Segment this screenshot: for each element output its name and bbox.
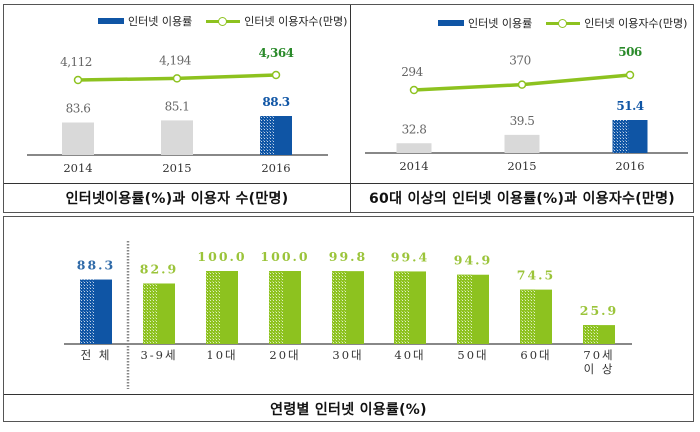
chart-60plus-internet-usage: 32.8 2014 39.5 2015 51.4 2016 294 370 506 [365, 45, 688, 173]
bar-pattern [269, 271, 284, 344]
x-tick-label: 40대 [394, 348, 425, 362]
bar-value-label: 83.6 [66, 101, 91, 115]
bar-value-label: 85.1 [165, 99, 190, 113]
line-point [172, 74, 182, 83]
x-tick-label: 50대 [457, 348, 488, 362]
x-tick-label: 10대 [206, 348, 237, 362]
legend-line-swatch-icon [546, 17, 581, 29]
bottom-caption-divider [4, 394, 693, 395]
bar-highlight-pattern [260, 116, 275, 155]
x-tick-label: 이 상 [584, 362, 615, 376]
bar-value-label: 51.4 [616, 99, 643, 113]
line-point [625, 70, 635, 80]
x-tick-label: 20대 [269, 348, 300, 362]
bar-highlight-pattern [80, 279, 95, 344]
line-value-label: 370 [509, 54, 530, 68]
bar-pattern [457, 274, 472, 344]
line-point [271, 70, 281, 80]
chart2-legend: 인터넷 이용률 인터넷 이용자수(만명) [438, 15, 687, 31]
bar-value-label: 25.9 [580, 303, 618, 318]
bar-value-label: 82.9 [140, 261, 178, 276]
bar [396, 143, 432, 153]
legend-line-label: 인터넷 이용자수(만명) [584, 17, 688, 30]
x-tick-label: 30대 [332, 348, 363, 362]
line-value-label: 4,364 [258, 46, 293, 60]
chart1-caption: 인터넷이용률(%)과 이용자 수(만명) [65, 191, 289, 207]
top-caption-divider [4, 183, 693, 184]
x-tick-label: 2014 [399, 159, 428, 173]
line-value-label: 4,194 [159, 53, 192, 67]
x-tick-label: 전 체 [81, 348, 112, 362]
legend-line-swatch-icon [206, 15, 241, 27]
bar-pattern [143, 283, 158, 344]
bar-value-label: 100.0 [197, 249, 246, 264]
chart2-caption: 60대 이상의 인터넷 이용률(%)과 이용자수(만명) [369, 191, 675, 207]
bar-value-label: 39.5 [510, 114, 535, 128]
top-panel [3, 4, 694, 213]
bar-highlight-pattern [612, 120, 629, 153]
legend-bar-label: 인터넷 이용률 [128, 15, 193, 28]
bar-pattern [583, 325, 598, 344]
bar-value-label: 94.9 [454, 253, 492, 268]
chart-internet-usage: 83.6 2014 85.1 2015 88.3 2016 4,112 4,194 4,364 [27, 46, 328, 175]
line-point [409, 85, 419, 95]
line-value-label: 506 [618, 45, 642, 59]
x-tick-label: 70세 [583, 348, 614, 362]
x-tick-label: 2016 [261, 161, 290, 175]
x-tick-label: 60대 [520, 348, 551, 362]
chart1-legend: 인터넷 이용률 인터넷 이용자수(만명) [98, 13, 347, 29]
bar-value-label: 74.5 [517, 268, 555, 283]
x-tick-label: 2014 [63, 161, 92, 175]
bar-pattern [206, 271, 221, 344]
line-value-label: 4,112 [60, 55, 92, 69]
x-tick-label: 2016 [615, 159, 644, 173]
line-point [517, 80, 527, 89]
bar [504, 134, 540, 153]
legend-bar-swatch-icon [98, 18, 124, 24]
x-tick-label: 3-9세 [140, 348, 177, 362]
x-tick-label: 2015 [162, 161, 191, 175]
bar-pattern [332, 271, 347, 344]
legend-line-label: 인터넷 이용자수(만명) [244, 15, 348, 28]
bar-value-label: 88.3 [262, 95, 289, 109]
bar-pattern [394, 271, 409, 344]
bar-value-label: 99.4 [391, 249, 429, 264]
bar-pattern [520, 289, 535, 344]
legend-bar-swatch-icon [438, 20, 464, 26]
bar-value-label: 88.3 [77, 258, 115, 273]
bar-value-label: 32.8 [402, 122, 427, 136]
chart3-caption: 연령별 인터넷 이용률(%) [270, 402, 427, 418]
top-panel-divider [350, 5, 351, 212]
bar-value-label: 99.8 [329, 249, 367, 264]
bar [62, 122, 94, 155]
line-value-label: 294 [401, 65, 423, 79]
x-tick-label: 2015 [507, 159, 536, 173]
bar [161, 120, 193, 155]
line-point [73, 75, 83, 85]
bar-value-label: 100.0 [260, 249, 309, 264]
legend-bar-label: 인터넷 이용률 [468, 17, 533, 30]
chart-usage-by-age: 88.3 전 체 82.9 3-9세 100.0 10대 100.0 20대 99.8 30대 99… [64, 241, 632, 389]
